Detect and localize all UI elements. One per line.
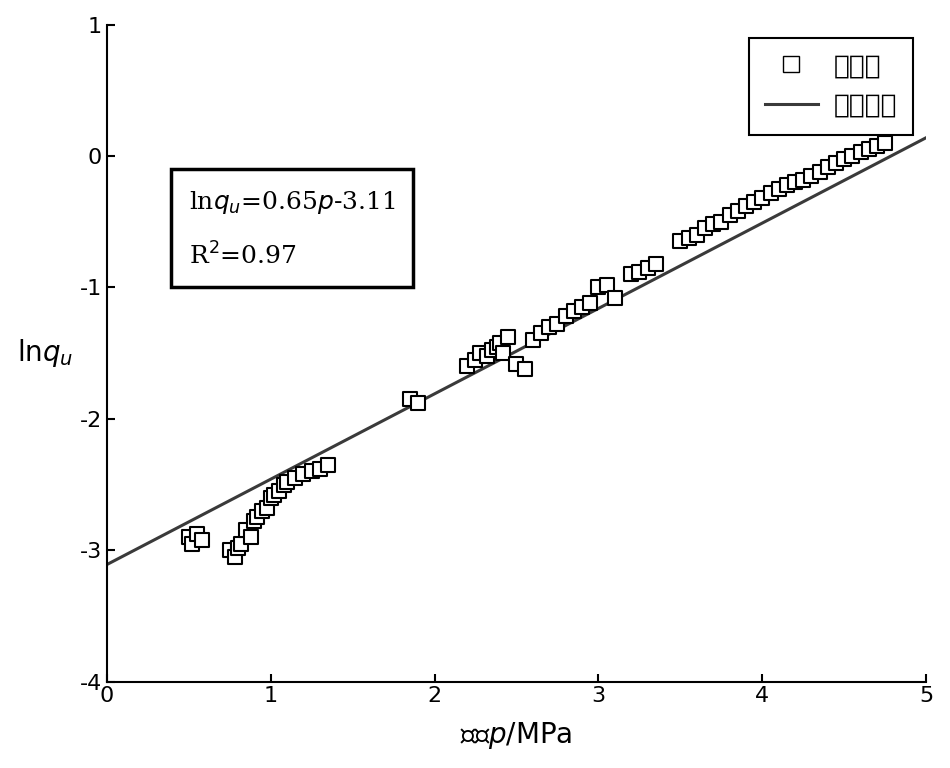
Point (189, 528, 204, 541)
Point (402, 393, 417, 406)
Point (468, 353, 484, 366)
Point (558, 310, 573, 323)
Point (763, 187, 778, 199)
Point (566, 305, 581, 317)
Point (845, 150, 860, 162)
Y-axis label: ln$q_u$: ln$q_u$ (17, 337, 73, 369)
Point (243, 531, 258, 543)
Point (255, 505, 270, 517)
Point (689, 229, 704, 241)
Point (320, 458, 335, 471)
Point (582, 297, 598, 310)
Point (484, 344, 500, 356)
Point (259, 502, 275, 515)
Point (731, 205, 746, 217)
Point (738, 200, 753, 212)
Point (194, 534, 209, 546)
Point (227, 551, 242, 563)
Point (591, 281, 606, 293)
Point (820, 161, 835, 173)
Point (648, 257, 663, 270)
Point (754, 192, 770, 204)
Point (788, 176, 803, 188)
Point (501, 331, 516, 343)
Point (247, 515, 262, 528)
Point (697, 222, 712, 234)
Point (181, 531, 197, 543)
Point (460, 360, 475, 372)
Point (279, 475, 294, 488)
Point (313, 462, 328, 475)
Point (222, 544, 238, 556)
Point (263, 492, 278, 504)
Point (480, 349, 495, 362)
Point (706, 218, 721, 230)
Point (853, 146, 868, 158)
Point (489, 340, 504, 353)
Point (640, 262, 656, 274)
Point (288, 472, 303, 484)
Point (796, 174, 811, 186)
Point (779, 179, 794, 191)
Point (184, 538, 200, 550)
Point (525, 334, 541, 346)
Point (747, 196, 762, 208)
Point (517, 362, 532, 375)
Point (271, 485, 286, 497)
Point (862, 144, 877, 156)
Point (713, 216, 729, 228)
Point (673, 235, 688, 247)
Point (410, 397, 426, 409)
Point (828, 157, 844, 169)
Point (623, 268, 638, 280)
Point (496, 347, 511, 359)
Point (771, 183, 787, 195)
Point (878, 137, 893, 149)
Point (509, 357, 524, 369)
Point (542, 321, 557, 333)
Legend: 试验值, 回归拟合: 试验值, 回归拟合 (750, 38, 913, 134)
Point (722, 209, 737, 221)
X-axis label: 硬度$p$/MPa: 硬度$p$/MPa (460, 720, 573, 751)
Point (599, 279, 615, 291)
Point (812, 166, 827, 178)
Point (837, 153, 852, 165)
Point (266, 489, 281, 502)
Point (238, 525, 254, 537)
Point (295, 468, 311, 480)
Point (869, 140, 884, 152)
Text: ln$q_u$=0.65$p$-3.11
R$^2$=0.97: ln$q_u$=0.65$p$-3.11 R$^2$=0.97 (189, 189, 395, 270)
Point (534, 327, 549, 339)
Point (492, 336, 507, 349)
Point (804, 170, 819, 182)
Point (550, 318, 565, 330)
Point (575, 301, 590, 313)
Point (250, 511, 265, 524)
Point (607, 292, 622, 304)
Point (234, 538, 249, 550)
Point (473, 347, 488, 359)
Point (304, 465, 319, 478)
Point (276, 478, 292, 491)
Point (632, 266, 647, 278)
Point (230, 541, 245, 554)
Point (681, 231, 696, 243)
